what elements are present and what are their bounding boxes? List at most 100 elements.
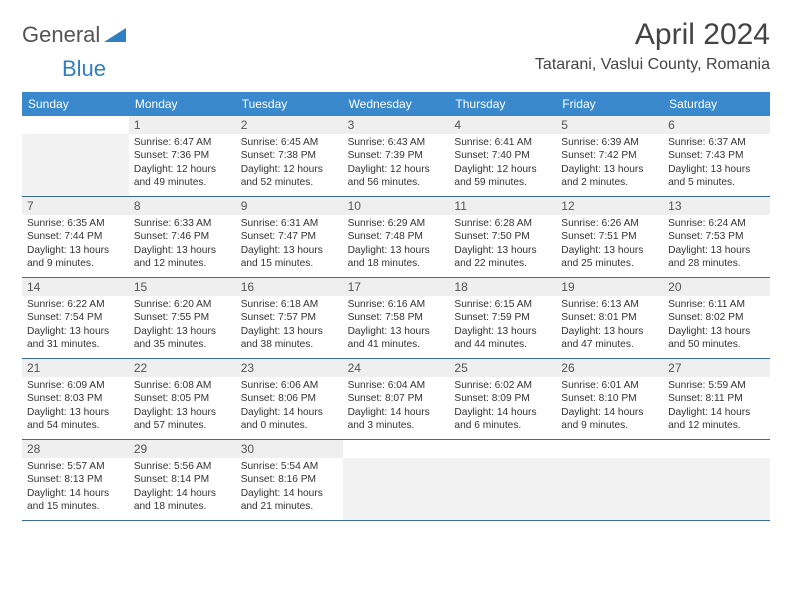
day-number: 13 [663,197,770,215]
daylight-text: Daylight: 13 hours and 12 minutes. [134,244,231,271]
week-row: 78910111213Sunrise: 6:35 AMSunset: 7:44 … [22,197,770,278]
day-cell: Sunrise: 6:06 AMSunset: 8:06 PMDaylight:… [236,377,343,439]
sunset-text: Sunset: 8:16 PM [241,473,338,486]
empty-cell [556,458,663,520]
day-cell: Sunrise: 6:45 AMSunset: 7:38 PMDaylight:… [236,134,343,196]
day-number: 5 [556,116,663,134]
day-cell: Sunrise: 5:59 AMSunset: 8:11 PMDaylight:… [663,377,770,439]
day-number [22,116,129,134]
day-number [449,440,556,458]
sunset-text: Sunset: 8:14 PM [134,473,231,486]
day-number: 30 [236,440,343,458]
day-cell: Sunrise: 6:26 AMSunset: 7:51 PMDaylight:… [556,215,663,277]
day-number: 20 [663,278,770,296]
day-number: 8 [129,197,236,215]
sunrise-text: Sunrise: 6:04 AM [348,379,445,392]
sunrise-text: Sunrise: 6:31 AM [241,217,338,230]
day-cell: Sunrise: 6:35 AMSunset: 7:44 PMDaylight:… [22,215,129,277]
day-cell: Sunrise: 6:13 AMSunset: 8:01 PMDaylight:… [556,296,663,358]
daylight-text: Daylight: 13 hours and 28 minutes. [668,244,765,271]
sunset-text: Sunset: 8:05 PM [134,392,231,405]
sunset-text: Sunset: 7:59 PM [454,311,551,324]
sunrise-text: Sunrise: 6:15 AM [454,298,551,311]
day-number-strip: 14151617181920 [22,278,770,296]
sunset-text: Sunset: 8:09 PM [454,392,551,405]
day-cell: Sunrise: 6:09 AMSunset: 8:03 PMDaylight:… [22,377,129,439]
sunrise-text: Sunrise: 6:08 AM [134,379,231,392]
daylight-text: Daylight: 13 hours and 41 minutes. [348,325,445,352]
day-cell: Sunrise: 6:43 AMSunset: 7:39 PMDaylight:… [343,134,450,196]
daylight-text: Daylight: 14 hours and 9 minutes. [561,406,658,433]
daylight-text: Daylight: 14 hours and 18 minutes. [134,487,231,514]
sunrise-text: Sunrise: 6:39 AM [561,136,658,149]
day-number: 15 [129,278,236,296]
sunrise-text: Sunrise: 6:06 AM [241,379,338,392]
sunrise-text: Sunrise: 6:09 AM [27,379,124,392]
daylight-text: Daylight: 14 hours and 0 minutes. [241,406,338,433]
daylight-text: Daylight: 14 hours and 12 minutes. [668,406,765,433]
daylight-text: Daylight: 13 hours and 35 minutes. [134,325,231,352]
sunset-text: Sunset: 7:48 PM [348,230,445,243]
day-number-strip: 282930 [22,440,770,458]
sunset-text: Sunset: 8:13 PM [27,473,124,486]
daylight-text: Daylight: 13 hours and 50 minutes. [668,325,765,352]
day-content-strip: Sunrise: 6:47 AMSunset: 7:36 PMDaylight:… [22,134,770,196]
week-row: 14151617181920Sunrise: 6:22 AMSunset: 7:… [22,278,770,359]
weekday-header: Sunday [22,92,129,116]
sunrise-text: Sunrise: 6:47 AM [134,136,231,149]
weekday-header: Saturday [663,92,770,116]
daylight-text: Daylight: 13 hours and 47 minutes. [561,325,658,352]
sunset-text: Sunset: 7:58 PM [348,311,445,324]
day-cell: Sunrise: 6:18 AMSunset: 7:57 PMDaylight:… [236,296,343,358]
day-number [663,440,770,458]
logo-text-general: General [22,22,100,48]
day-number: 29 [129,440,236,458]
day-number [343,440,450,458]
sunrise-text: Sunrise: 6:11 AM [668,298,765,311]
daylight-text: Daylight: 13 hours and 2 minutes. [561,163,658,190]
daylight-text: Daylight: 13 hours and 18 minutes. [348,244,445,271]
day-cell: Sunrise: 6:15 AMSunset: 7:59 PMDaylight:… [449,296,556,358]
daylight-text: Daylight: 13 hours and 22 minutes. [454,244,551,271]
sunset-text: Sunset: 7:54 PM [27,311,124,324]
logo-triangle-icon [104,26,126,44]
sunset-text: Sunset: 8:06 PM [241,392,338,405]
day-number-strip: 123456 [22,116,770,134]
daylight-text: Daylight: 13 hours and 31 minutes. [27,325,124,352]
sunrise-text: Sunrise: 6:33 AM [134,217,231,230]
sunrise-text: Sunrise: 6:43 AM [348,136,445,149]
sunrise-text: Sunrise: 6:41 AM [454,136,551,149]
day-number: 18 [449,278,556,296]
daylight-text: Daylight: 14 hours and 15 minutes. [27,487,124,514]
daylight-text: Daylight: 12 hours and 49 minutes. [134,163,231,190]
sunrise-text: Sunrise: 6:24 AM [668,217,765,230]
sunset-text: Sunset: 8:03 PM [27,392,124,405]
empty-cell [343,458,450,520]
day-number: 21 [22,359,129,377]
sunrise-text: Sunrise: 6:29 AM [348,217,445,230]
sunset-text: Sunset: 7:40 PM [454,149,551,162]
sunrise-text: Sunrise: 6:37 AM [668,136,765,149]
day-number: 27 [663,359,770,377]
sunrise-text: Sunrise: 6:20 AM [134,298,231,311]
sunrise-text: Sunrise: 6:16 AM [348,298,445,311]
day-number: 25 [449,359,556,377]
day-number: 14 [22,278,129,296]
sunset-text: Sunset: 7:43 PM [668,149,765,162]
sunset-text: Sunset: 7:44 PM [27,230,124,243]
daylight-text: Daylight: 13 hours and 57 minutes. [134,406,231,433]
day-cell: Sunrise: 6:37 AMSunset: 7:43 PMDaylight:… [663,134,770,196]
day-number: 11 [449,197,556,215]
day-cell: Sunrise: 6:04 AMSunset: 8:07 PMDaylight:… [343,377,450,439]
day-cell: Sunrise: 6:08 AMSunset: 8:05 PMDaylight:… [129,377,236,439]
day-cell: Sunrise: 6:33 AMSunset: 7:46 PMDaylight:… [129,215,236,277]
logo: General [22,18,126,48]
month-title: April 2024 [535,18,770,52]
day-number: 9 [236,197,343,215]
daylight-text: Daylight: 14 hours and 6 minutes. [454,406,551,433]
day-content-strip: Sunrise: 6:35 AMSunset: 7:44 PMDaylight:… [22,215,770,277]
day-cell: Sunrise: 6:28 AMSunset: 7:50 PMDaylight:… [449,215,556,277]
weekday-header-row: Sunday Monday Tuesday Wednesday Thursday… [22,92,770,116]
sunset-text: Sunset: 7:55 PM [134,311,231,324]
daylight-text: Daylight: 13 hours and 9 minutes. [27,244,124,271]
